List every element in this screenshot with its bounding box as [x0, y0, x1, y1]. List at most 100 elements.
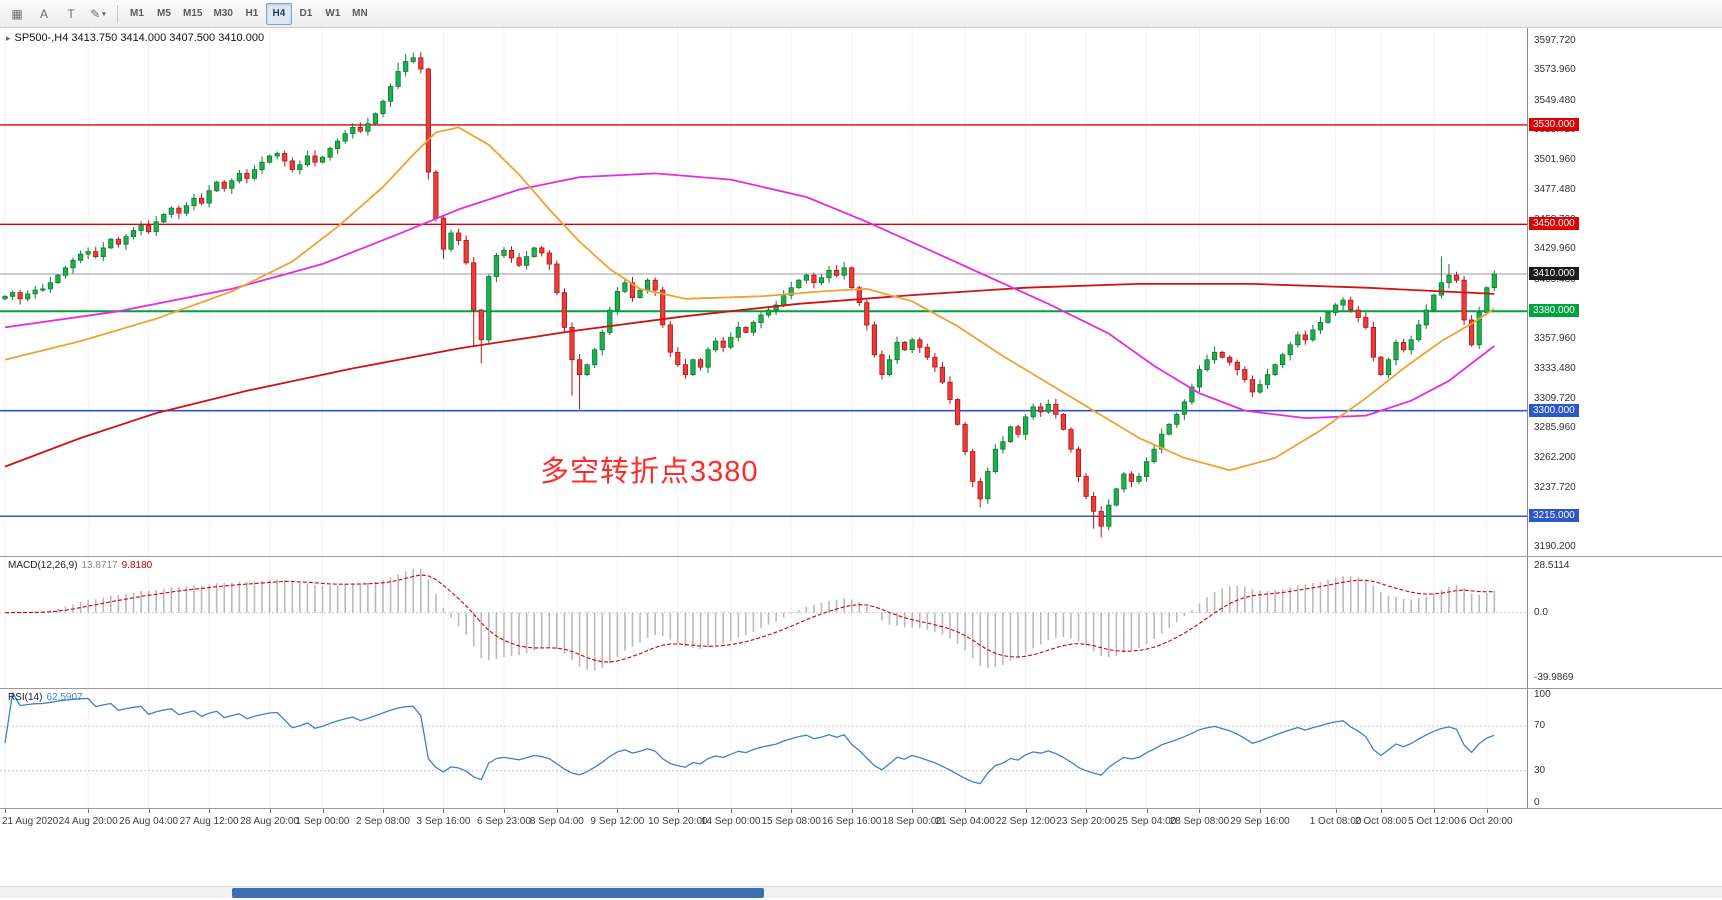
price-badge-3380.000: 3380.000 — [1529, 304, 1579, 318]
symbol-ohlc-text: SP500-,H4 3413.750 3414.000 3407.500 341… — [14, 32, 265, 44]
time-tick — [209, 809, 211, 813]
time-tick — [791, 809, 793, 813]
price-axis-label: 3429.960 — [1534, 243, 1576, 255]
horizontal-scrollbar[interactable] — [0, 886, 1722, 898]
time-tick — [1086, 809, 1088, 813]
time-tick — [443, 809, 445, 813]
time-axis-label: 2 Oct 08:00 — [1355, 816, 1407, 827]
price-axis-label: 3285.960 — [1534, 422, 1576, 434]
scrollbar-thumb[interactable] — [232, 888, 764, 898]
candlestick-chart[interactable] — [0, 28, 1527, 556]
time-tick — [269, 809, 271, 813]
panel-separator[interactable] — [0, 688, 1722, 689]
macd-signal-value: 9.8180 — [121, 560, 153, 571]
time-axis-label: 23 Sep 20:00 — [1056, 816, 1116, 827]
time-tick — [617, 809, 619, 813]
time-tick — [88, 809, 90, 813]
symbol-info-line: ▸ SP500-,H4 3413.750 3414.000 3407.500 34… — [6, 32, 264, 44]
chart-annotation-text: 多空转折点3380 — [540, 456, 759, 488]
time-axis-label: 5 Oct 12:00 — [1407, 816, 1460, 827]
macd-axis-label: -39.9869 — [1534, 672, 1574, 684]
rsi-line — [4, 692, 1495, 785]
time-tick — [503, 809, 505, 813]
rsi-axis-label: 30 — [1534, 764, 1546, 776]
time-axis-label: 18 Sep 00:00 — [882, 816, 942, 827]
rsi-value: 62.5907 — [46, 692, 83, 703]
time-tick — [1025, 809, 1027, 813]
price-axis-label: 3597.720 — [1534, 34, 1576, 46]
timeframe-button-w1[interactable]: W1 — [325, 8, 341, 19]
macd-axis-label: 28.5114 — [1534, 559, 1570, 571]
time-axis-label: 10 Sep 20:00 — [648, 816, 708, 827]
price-chart-panel[interactable]: ▸ SP500-,H4 3413.750 3414.000 3407.500 34… — [0, 28, 1722, 556]
timeframe-button-m1[interactable]: M1 — [130, 8, 144, 19]
current-price-badge: 3410.000 — [1529, 266, 1579, 280]
ma-fast-orange — [4, 126, 1495, 472]
price-axis-label: 3549.480 — [1534, 94, 1576, 106]
candlestick-series — [2, 52, 1497, 538]
time-axis-label: 28 Aug 20:00 — [240, 816, 300, 827]
time-tick — [851, 809, 853, 813]
time-tick — [1146, 809, 1148, 813]
time-axis-label: 16 Sep 16:00 — [821, 816, 882, 827]
time-axis-label: 21 Sep 04:00 — [935, 816, 995, 827]
panel-separator[interactable] — [0, 556, 1722, 557]
panel-separator[interactable] — [0, 808, 1722, 809]
time-tick — [1199, 809, 1201, 813]
price-axis-label: 3573.960 — [1534, 64, 1576, 76]
macd-panel[interactable]: MACD(12,26,9) 13.8717 9.8180 28.5114 0.0 -39… — [0, 557, 1722, 688]
toolbar: ▦ A T ✎ ▾ M1 M5 M15 M30 H1 H4 D1 W1 MN — [0, 0, 1722, 28]
time-tick — [1380, 809, 1382, 813]
one-click-trading-icon[interactable]: ▸ — [6, 33, 11, 43]
crayon-colors-icon: ✎ — [90, 6, 101, 21]
macd-chart — [0, 557, 1527, 688]
time-tick — [912, 809, 914, 813]
price-axis-label: 3477.480 — [1534, 184, 1576, 196]
timeframe-button-m30[interactable]: M30 — [213, 8, 233, 19]
text-tool-icon[interactable]: T — [58, 3, 84, 25]
macd-name: MACD(12,26,9) — [8, 560, 78, 571]
price-axis-label: 3237.720 — [1534, 482, 1576, 494]
time-tick — [1259, 809, 1261, 813]
time-tick — [1486, 809, 1488, 813]
crayon-colors-icon[interactable]: ✎ ▾ — [85, 3, 111, 25]
time-axis-label: 1 Sep 00:00 — [295, 816, 350, 827]
macd-signal-line — [4, 574, 1495, 663]
time-axis-label: 24 Aug 20:00 — [58, 816, 118, 827]
time-tick — [383, 809, 384, 813]
price-axis: 3597.7203573.9603549.4803525.7203501.960… — [1527, 28, 1722, 556]
time-tick — [965, 809, 967, 813]
timeframe-button-m5[interactable]: M5 — [157, 8, 171, 19]
price-axis-label: 3357.960 — [1534, 332, 1576, 344]
time-axis-label: 26 Aug 04:00 — [119, 816, 179, 827]
autoscroll-a-icon[interactable]: A — [31, 3, 57, 25]
time-axis-label: 15 Sep 08:00 — [761, 816, 821, 827]
timeframe-button-h1[interactable]: H1 — [245, 8, 259, 19]
time-axis-label: 27 Aug 12:00 — [179, 816, 239, 827]
macd-main-value: 13.8717 — [81, 560, 118, 571]
timeframe-button-h4[interactable]: H4 — [265, 2, 292, 25]
chevron-down-icon: ▾ — [102, 10, 106, 18]
rsi-name: RSI(14) — [8, 692, 43, 703]
time-axis: 21 Aug 2020 24 Aug 20:00 26 Aug 04:00 27 Au… — [0, 809, 1722, 841]
rsi-chart — [0, 689, 1527, 808]
price-axis-label: 3309.720 — [1534, 392, 1576, 404]
timeframe-button-mn[interactable]: MN — [352, 8, 368, 19]
timeframe-button-d1[interactable]: D1 — [299, 8, 313, 19]
time-axis-label: 28 Sep 08:00 — [1169, 816, 1230, 827]
ma-slow-red — [4, 283, 1495, 468]
price-axis-label: 3501.960 — [1534, 153, 1576, 165]
toolbar-separator — [117, 4, 118, 23]
time-axis-label: 3 Sep 16:00 — [416, 816, 471, 827]
time-axis-label: 22 Sep 12:00 — [995, 816, 1056, 827]
macd-histogram — [11, 568, 1496, 671]
timeframe-button-m15[interactable]: M15 — [183, 8, 203, 19]
time-tick — [730, 809, 732, 813]
rsi-panel[interactable]: RSI(14) 62.5907 100 70 30 0 — [0, 689, 1722, 808]
price-axis-label: 3262.200 — [1534, 451, 1576, 463]
macd-axis-label: 0.0 — [1534, 606, 1548, 618]
charts-grid-icon[interactable]: ▦ — [4, 3, 30, 25]
rsi-label: RSI(14) 62.5907 — [8, 692, 83, 703]
price-badge-3300.000: 3300.000 — [1529, 403, 1579, 417]
